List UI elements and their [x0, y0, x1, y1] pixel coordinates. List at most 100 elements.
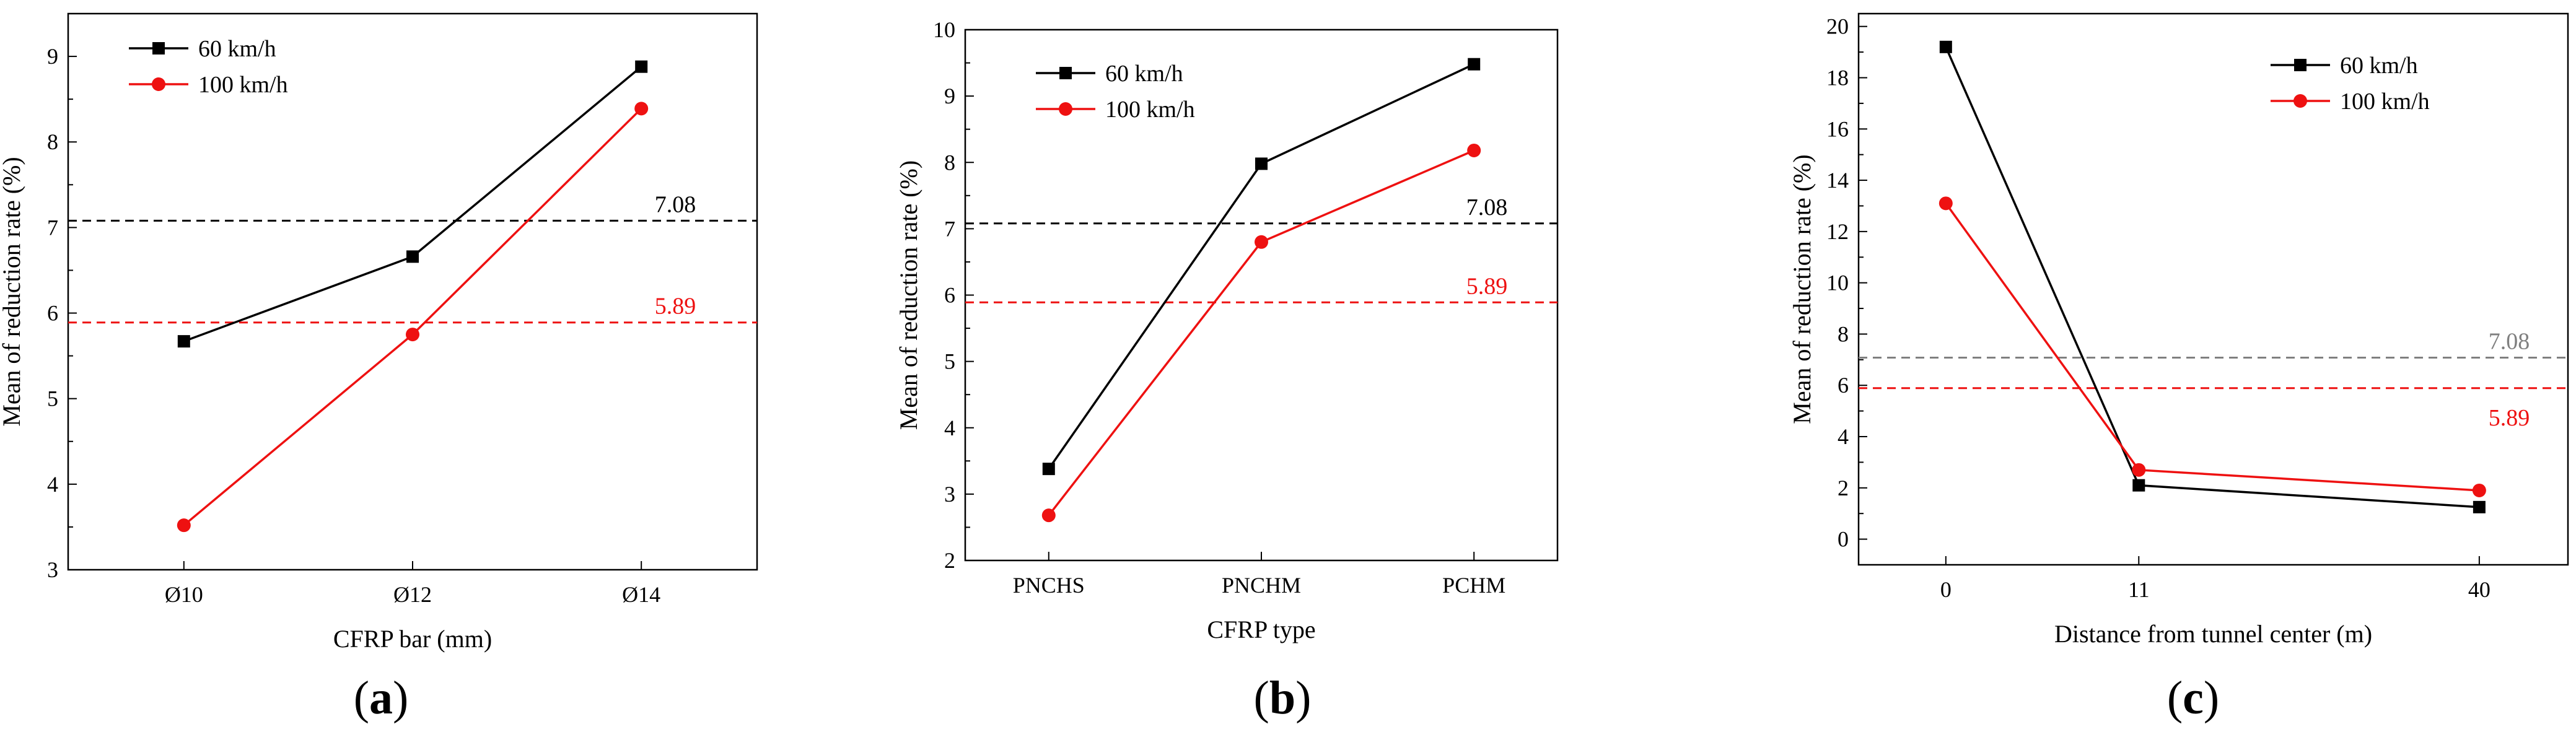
- legend-label: 100 km/h: [1105, 97, 1195, 123]
- x-tick-label: 0: [1940, 577, 1952, 602]
- y-tick-label: 10: [1826, 271, 1849, 295]
- plot-frame: [67, 12, 758, 571]
- data-point: [2472, 483, 2486, 497]
- legend-label: 100 km/h: [198, 72, 288, 98]
- data-point: [1468, 58, 1481, 71]
- series-line: [1945, 46, 2479, 508]
- data-point: [2473, 500, 2486, 513]
- data-point: [2132, 463, 2146, 477]
- x-tick-label: Ø14: [622, 582, 660, 607]
- caption-paren: ): [2204, 672, 2219, 724]
- y-tick-label: 9: [944, 84, 955, 108]
- y-tick-label: 10: [933, 17, 955, 42]
- data-point: [177, 518, 191, 533]
- caption-paren: ): [1295, 672, 1311, 724]
- legend-label: 60 km/h: [1105, 61, 1183, 87]
- reference-line-label: 5.89: [1466, 273, 1508, 299]
- y-tick-label: 5: [944, 349, 955, 374]
- y-tick-label: 20: [1826, 14, 1849, 39]
- reference-line-label: 5.89: [655, 294, 696, 320]
- caption-letter: a: [369, 672, 393, 724]
- chart-panel-c: 0 2 4 6 8 10 12 14 16 18 20 0 11 40 Distance from tunn…: [1788, 12, 2569, 724]
- y-axis-title: Mean of reduction rate (%): [895, 160, 922, 430]
- series-line: [1945, 203, 2479, 492]
- y-tick-label: 7: [47, 215, 58, 240]
- y-tick-label: 12: [1826, 219, 1849, 244]
- data-point: [406, 250, 419, 263]
- reference-line-label: 7.08: [655, 191, 696, 217]
- series-line: [1048, 63, 1474, 470]
- y-tick-label: 0: [1838, 527, 1849, 552]
- caption-letter: b: [1269, 672, 1295, 724]
- reference-line-label: 5.89: [2489, 405, 2530, 431]
- y-tick-label: 7: [944, 216, 955, 241]
- legend-marker: [1059, 102, 1072, 116]
- y-tick-label: 4: [1838, 424, 1849, 449]
- caption-letter: c: [2183, 672, 2204, 724]
- data-point: [1939, 196, 1953, 211]
- data-point: [1041, 508, 1056, 523]
- legend-label: 100 km/h: [2340, 89, 2430, 115]
- legend: 60 km/h 100 km/h: [129, 36, 288, 98]
- y-tick-label: 4: [944, 416, 955, 440]
- legend-marker: [152, 77, 165, 91]
- plot-frame: [1857, 12, 2569, 566]
- data-point: [1042, 463, 1055, 476]
- legend-marker: [1059, 67, 1072, 79]
- y-tick-label: 3: [47, 557, 58, 582]
- legend: 60 km/h 100 km/h: [1036, 61, 1195, 123]
- y-tick-label: 2: [1838, 476, 1849, 500]
- x-axis-title: Distance from tunnel center (m): [2054, 620, 2372, 648]
- x-tick-label: PCHM: [1442, 573, 1505, 598]
- y-tick-label: 18: [1826, 65, 1849, 90]
- data-point: [1939, 40, 1952, 53]
- y-tick-label: 3: [944, 482, 955, 507]
- x-tick-label: PNCHM: [1222, 573, 1301, 598]
- x-tick-label: 11: [2128, 577, 2150, 602]
- data-point: [1255, 157, 1268, 170]
- y-tick-label: 6: [944, 283, 955, 308]
- panel-caption: (a): [354, 672, 409, 724]
- y-axis-title: Mean of reduction rate (%): [1788, 154, 1816, 424]
- series-line: [1048, 149, 1474, 516]
- x-tick-label: PNCHS: [1013, 573, 1085, 598]
- x-axis-title: CFRP bar (mm): [333, 625, 492, 653]
- y-tick-label: 8: [944, 150, 955, 175]
- y-tick-label: 8: [1838, 321, 1849, 346]
- data-point: [1467, 143, 1481, 157]
- panel-caption: (b): [1254, 672, 1312, 724]
- data-point: [177, 335, 190, 348]
- chart-panel-b: 2 3 4 5 6 7 8 9 10 PNCHS PNCHM PCHM CFRP type Mean of…: [895, 17, 1559, 724]
- data-point: [635, 60, 648, 73]
- y-axis-title: Mean of reduction rate (%): [0, 157, 25, 426]
- legend: 60 km/h 100 km/h: [2271, 53, 2430, 115]
- y-tick-label: 16: [1826, 116, 1849, 141]
- caption-paren: (: [2167, 672, 2183, 724]
- y-tick-label: 5: [47, 386, 58, 411]
- data-point: [406, 328, 419, 342]
- x-tick-label: 40: [2468, 577, 2491, 602]
- y-tick-label: 6: [47, 301, 58, 326]
- data-point: [1255, 235, 1268, 249]
- y-tick-label: 14: [1826, 168, 1849, 193]
- x-tick-label: Ø12: [393, 582, 432, 607]
- y-tick-label: 4: [47, 472, 58, 497]
- chart-panel-a: 3 4 5 6 7 8 9 Ø10 Ø12 Ø14 CFRP bar (mm) Mean of red…: [0, 12, 758, 724]
- x-tick-label: Ø10: [165, 582, 203, 607]
- legend-label: 60 km/h: [198, 36, 276, 62]
- x-axis-title: CFRP type: [1207, 616, 1315, 643]
- series-line: [183, 66, 642, 342]
- y-tick-label: 6: [1838, 373, 1849, 398]
- data-point: [2132, 479, 2145, 492]
- legend-marker: [152, 42, 165, 54]
- legend-label: 60 km/h: [2340, 53, 2418, 79]
- y-tick-label: 2: [944, 548, 955, 573]
- panel-caption: (c): [2167, 672, 2219, 724]
- y-tick-label: 9: [47, 44, 58, 69]
- data-point: [634, 102, 649, 116]
- legend-marker: [2294, 59, 2307, 71]
- y-tick-label: 8: [47, 129, 58, 154]
- caption-paren: ): [393, 672, 408, 724]
- reference-line-label: 7.08: [2489, 329, 2530, 355]
